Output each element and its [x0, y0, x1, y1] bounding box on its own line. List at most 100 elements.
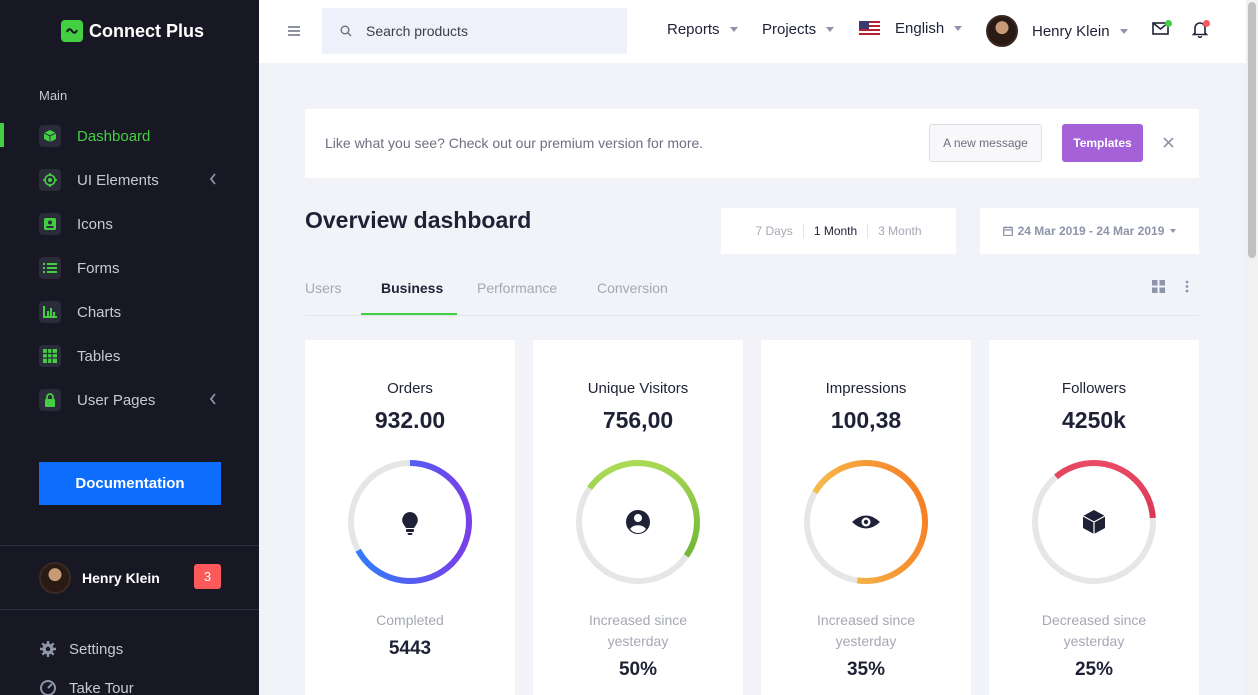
stat-card-impressions: Impressions 100,38 Increased since yeste… [761, 340, 971, 695]
caret-down-icon [1170, 229, 1177, 233]
sidebar-item-ui-elements[interactable]: UI Elements [0, 158, 259, 202]
search-bar [322, 8, 627, 54]
eye-icon [852, 515, 880, 529]
gear-icon [40, 641, 56, 657]
impressions-progress-ring [804, 460, 928, 584]
projects-dropdown[interactable]: Projects [762, 21, 835, 38]
sidebar-item-label: Forms [77, 259, 120, 277]
caret-down-icon [954, 26, 963, 31]
range-7-days[interactable]: 7 Days [755, 224, 793, 238]
search-icon [340, 25, 352, 37]
card-caption: Increased since yesterday [588, 612, 688, 649]
calendar-icon [1002, 226, 1013, 236]
sidebar-item-forms[interactable]: Forms [0, 246, 259, 290]
sidebar-divider [0, 609, 259, 610]
top-navbar: Reports Projects English Henry Klein [259, 0, 1246, 63]
chevron-left-icon [209, 392, 217, 410]
sidebar-item-dashboard[interactable]: Dashboard [0, 114, 259, 158]
sidebar-item-label: UI Elements [77, 171, 159, 189]
card-value: 100,38 [830, 407, 902, 433]
more-options-icon[interactable] [1185, 280, 1189, 298]
card-caption: Decreased since yesterday [1041, 612, 1147, 649]
card-stat: 5443 [388, 638, 432, 659]
sidebar-item-label: Tables [77, 347, 121, 365]
templates-button[interactable]: Templates [1062, 124, 1143, 162]
cube-icon [39, 125, 61, 147]
new-message-button[interactable]: A new message [929, 124, 1042, 162]
card-stat: 50% [618, 659, 658, 680]
grid-view-icon[interactable] [1152, 280, 1165, 298]
lightbulb-icon [402, 512, 418, 535]
language-dropdown[interactable]: English [859, 20, 963, 37]
us-flag-icon [859, 21, 880, 36]
stat-card-orders: Orders 932.00 Completed 5443 [305, 340, 515, 695]
tab-performance[interactable]: Performance [477, 280, 558, 296]
page-scrollbar-thumb[interactable] [1248, 2, 1256, 258]
projects-label: Projects [762, 21, 817, 38]
followers-progress-ring [1032, 460, 1156, 584]
card-title: Impressions [825, 380, 907, 397]
avatar [39, 562, 71, 594]
language-label: English [895, 20, 945, 37]
notification-count-badge: 3 [194, 564, 221, 589]
contact-card-icon [39, 213, 61, 235]
lock-icon [39, 389, 61, 411]
sidebar-section-label: Main [39, 88, 68, 103]
promo-text: Like what you see? Check out our premium… [325, 135, 704, 151]
list-icon [39, 257, 61, 279]
notification-indicator-dot [1203, 20, 1210, 27]
settings-link[interactable]: Settings [39, 640, 123, 658]
sidebar-user[interactable]: Henry Klein [39, 562, 160, 594]
reports-dropdown[interactable]: Reports [667, 21, 738, 38]
date-range-value: 24 Mar 2019 - 24 Mar 2019 [1017, 224, 1165, 238]
speedometer-icon [40, 680, 56, 695]
documentation-button[interactable]: Documentation [39, 462, 221, 505]
overview-tabs: Users Business Performance Conversion [305, 270, 1199, 316]
sidebar-item-tables[interactable]: Tables [0, 334, 259, 378]
sidebar-item-icons[interactable]: Icons [0, 202, 259, 246]
range-1-month[interactable]: 1 Month [802, 224, 867, 238]
card-value: 756,00 [602, 407, 674, 433]
card-value: 4250k [1062, 407, 1126, 433]
brand-name: Connect Plus [89, 20, 205, 41]
notifications-button[interactable] [1191, 20, 1210, 43]
chevron-left-icon [209, 172, 217, 190]
card-stat: 25% [1074, 659, 1114, 680]
profile-name: Henry Klein [1032, 22, 1110, 40]
caret-down-icon [729, 27, 738, 32]
range-3-month[interactable]: 3 Month [867, 224, 931, 238]
sidebar-divider [0, 545, 259, 546]
sidebar-user-name: Henry Klein [82, 570, 160, 586]
sidebar-item-label: User Pages [77, 391, 156, 409]
reports-label: Reports [667, 21, 720, 38]
mail-indicator-dot [1165, 20, 1172, 27]
card-caption: Increased since yesterday [816, 612, 916, 649]
search-input[interactable] [366, 23, 606, 39]
messages-button[interactable] [1152, 20, 1172, 41]
visitors-progress-ring [576, 460, 700, 584]
page-title: Overview dashboard [305, 207, 532, 233]
card-title: Followers [1061, 380, 1127, 397]
tab-users[interactable]: Users [305, 280, 342, 296]
sidebar-item-label: Icons [77, 215, 113, 233]
sidebar-item-charts[interactable]: Charts [0, 290, 259, 334]
stat-card-followers: Followers 4250k Decreased since yesterda… [989, 340, 1199, 695]
sidebar-item-label: Charts [77, 303, 122, 321]
card-caption: Completed [376, 612, 444, 628]
sidebar: Connect Plus Main Dashboard UI Elements … [0, 0, 259, 695]
brand[interactable]: Connect Plus [61, 20, 204, 42]
take-tour-link[interactable]: Take Tour [39, 679, 134, 695]
tab-business[interactable]: Business [381, 280, 444, 296]
card-stat: 35% [846, 659, 886, 680]
bell-icon [1191, 22, 1209, 39]
close-icon[interactable] [1163, 135, 1174, 153]
sidebar-item-user-pages[interactable]: User Pages [0, 378, 259, 422]
menu-toggle-icon[interactable] [288, 24, 300, 42]
card-title: Orders [387, 380, 433, 397]
date-range-picker[interactable]: 24 Mar 2019 - 24 Mar 2019 [980, 208, 1199, 254]
promo-banner: Like what you see? Check out our premium… [305, 109, 1199, 178]
take-tour-label: Take Tour [69, 679, 134, 695]
stat-card-unique-visitors: Unique Visitors 756,00 Increased since y… [533, 340, 743, 695]
tab-conversion[interactable]: Conversion [597, 280, 668, 296]
profile-dropdown[interactable]: Henry Klein [986, 15, 1128, 47]
